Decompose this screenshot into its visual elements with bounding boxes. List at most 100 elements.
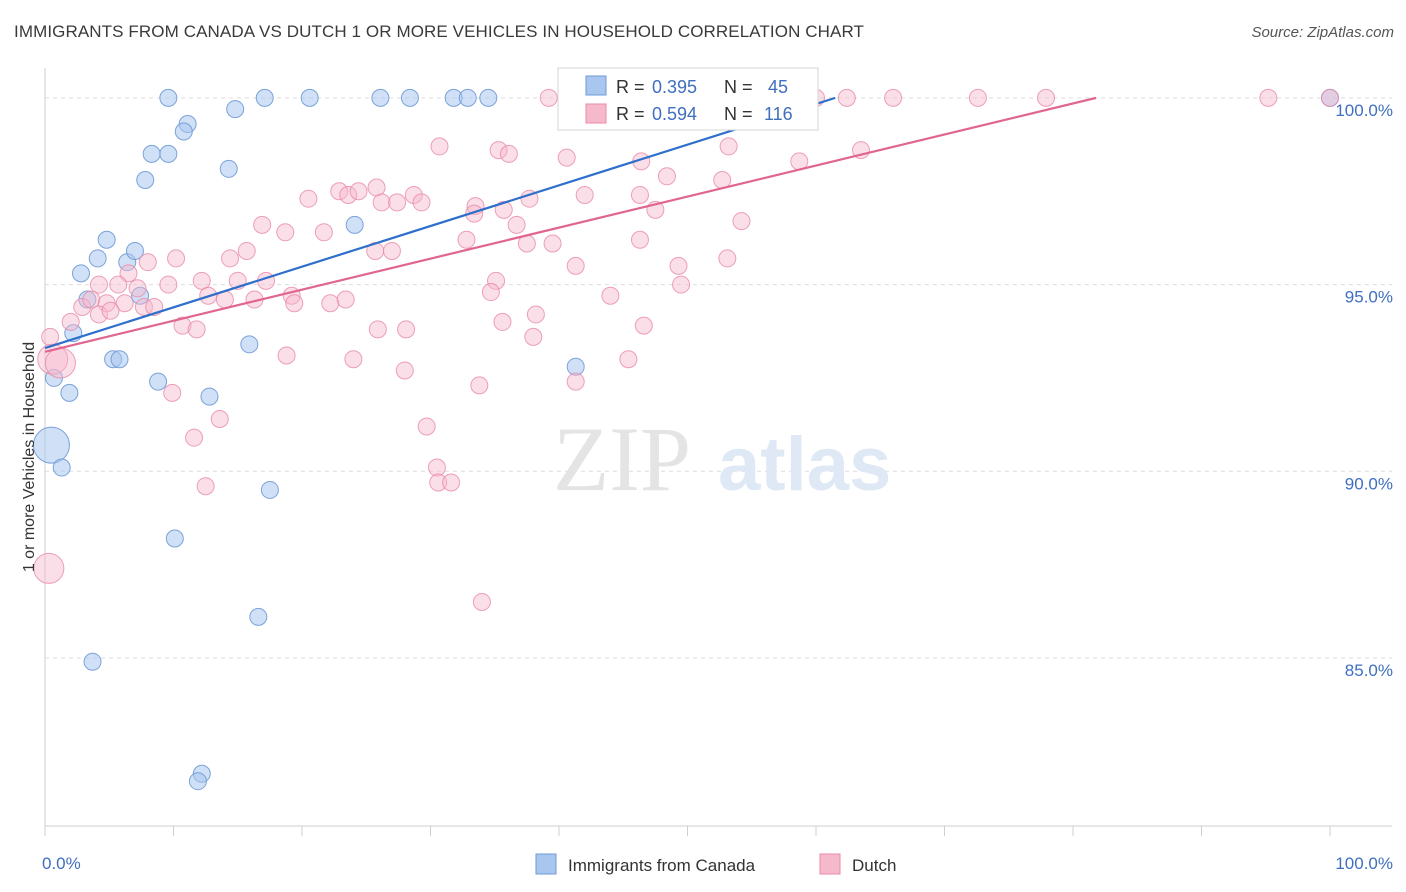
canada-point [136, 171, 155, 190]
stats-n-value-dutch: 116 [764, 104, 793, 124]
dutch-point [634, 316, 653, 335]
dutch-point [543, 234, 562, 253]
legend-swatch-canada [535, 853, 557, 875]
canada-point [174, 122, 193, 141]
stats-swatch-canada [585, 75, 607, 96]
canada-point [188, 772, 207, 791]
canada-point [159, 144, 178, 163]
dutch-point [367, 178, 386, 197]
canada-point [260, 480, 279, 499]
canada-point [479, 88, 498, 107]
dutch-point [430, 137, 449, 156]
dutch-point [299, 189, 318, 208]
canada-point [97, 230, 116, 249]
dutch-point [1259, 88, 1278, 107]
dutch-point [336, 290, 355, 309]
dutch-point [89, 305, 108, 324]
y-axis-title: 1 or more Vehicles in Household [21, 342, 38, 572]
stats-n-label-canada: N = [724, 77, 758, 97]
chart-title: IMMIGRANTS FROM CANADA VS DUTCH 1 OR MOR… [14, 22, 865, 41]
dutch-point [470, 376, 489, 395]
canada-point [226, 100, 245, 119]
dutch-point [382, 241, 401, 260]
canada-point [125, 241, 144, 260]
dutch-point [412, 193, 431, 212]
dutch-point [349, 182, 368, 201]
canada-point [345, 215, 364, 234]
dutch-point [314, 223, 333, 242]
dutch-point [61, 312, 80, 331]
legend-swatch-dutch [819, 853, 841, 875]
y-tick-label: 100.0% [1335, 101, 1393, 120]
watermark-zip: ZIP [553, 408, 691, 510]
canada-point [300, 88, 319, 107]
canada-point [249, 607, 268, 626]
dutch-point [493, 312, 512, 331]
dutch-point [417, 417, 436, 436]
dutch-point [321, 294, 340, 313]
stats-r-label-canada: R = [616, 77, 650, 97]
dutch-point [89, 275, 108, 294]
dutch-point [330, 182, 349, 201]
dutch-point [115, 294, 134, 313]
dutch-point [285, 294, 304, 313]
dutch-point [368, 320, 387, 339]
canada-point [71, 264, 90, 283]
dutch-point [732, 212, 751, 231]
dutch-point [465, 204, 484, 223]
dutch-point [630, 230, 649, 249]
stats-swatch-dutch [585, 103, 607, 124]
stats-r-label-dutch: R = [616, 104, 650, 124]
dutch-point [472, 592, 491, 611]
dutch-point [499, 144, 518, 163]
legend-label-canada: Immigrants from Canada [568, 856, 756, 875]
dutch-point [33, 552, 65, 584]
dutch-point [101, 301, 120, 320]
dutch-point [192, 271, 211, 290]
x-tick-labels: 0.0% 100.0% [42, 854, 1393, 873]
dutch-point [884, 88, 903, 107]
trend-lines [44, 96, 1097, 353]
dutch-point [221, 249, 240, 268]
dutch-point [524, 327, 543, 346]
x-tick-label-max: 100.0% [1335, 854, 1393, 873]
canada-point [371, 88, 390, 107]
canada-point [458, 88, 477, 107]
dutch-point [575, 185, 594, 204]
dutch-point [344, 350, 363, 369]
dutch-point [173, 316, 192, 335]
dutch-point [539, 88, 558, 107]
dutch-trend-line [44, 96, 1097, 353]
dutch-point [507, 215, 526, 234]
stats-r-value-dutch: 0.594 [652, 104, 697, 124]
dutch-point [566, 372, 585, 391]
dutch-point [601, 286, 620, 305]
canada-point [240, 335, 259, 354]
dutch-point [159, 275, 178, 294]
dutch-point [128, 279, 147, 298]
y-tick-label: 95.0% [1345, 288, 1393, 307]
canada-point [142, 144, 161, 163]
dutch-point [253, 215, 272, 234]
canada-point [32, 426, 70, 464]
dutch-point [388, 193, 407, 212]
dutch-point [119, 264, 138, 283]
canada-point [200, 387, 219, 406]
stats-box: R = 0.395 N = 45 R = 0.594 N = 116 [557, 67, 819, 131]
canada-point [110, 350, 129, 369]
dutch-point [404, 185, 423, 204]
stats-n-label-dutch: N = [724, 104, 758, 124]
canada-point [52, 458, 71, 477]
dutch-point [719, 137, 738, 156]
dutch-point [196, 477, 215, 496]
stats-n-value-canada: 45 [768, 77, 788, 97]
dutch-point [1037, 88, 1056, 107]
y-tick-label: 90.0% [1345, 474, 1393, 493]
dutch-point [672, 275, 691, 294]
dutch-point [187, 320, 206, 339]
dutch-point [489, 141, 508, 160]
dutch-point [395, 361, 414, 380]
dutch-point [109, 275, 128, 294]
dutch-point [669, 256, 688, 275]
